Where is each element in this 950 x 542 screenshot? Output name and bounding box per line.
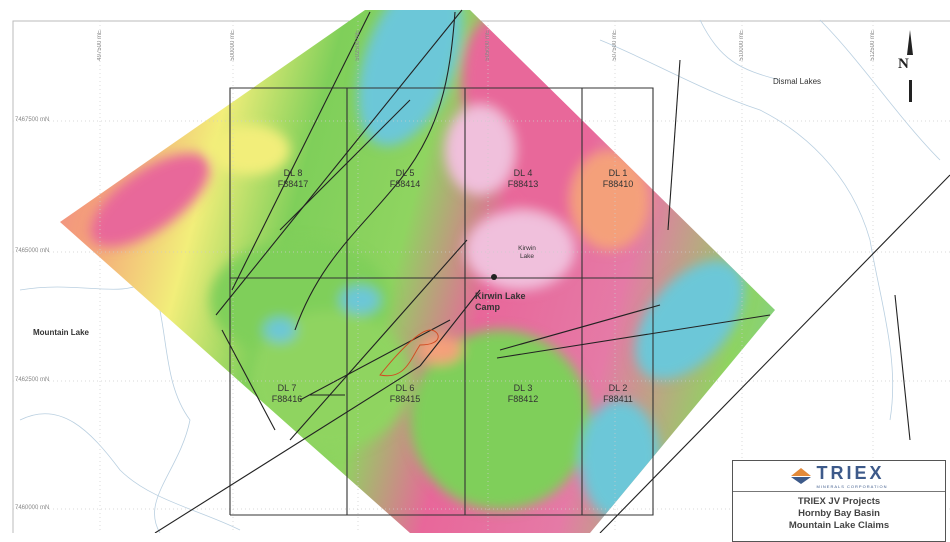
easting-label: 505000 mE	[485, 30, 491, 61]
north-arrow-icon	[907, 30, 913, 102]
camp-icon	[491, 274, 497, 280]
claim-name: DL 2	[608, 383, 628, 393]
claim-dl2[interactable]: DL 2 F88411	[590, 383, 646, 405]
easting-label: 500000 mE	[230, 30, 236, 61]
claim-id: F88414	[389, 179, 421, 189]
northing-label: 7465000 mN	[15, 248, 50, 254]
easting-label: 510000 mE	[739, 30, 745, 61]
triex-logo-icon	[791, 468, 812, 484]
dismal-lakes-label: Dismal Lakes	[773, 77, 822, 86]
fault-lines	[154, 9, 950, 533]
claim-id: F88415	[389, 394, 421, 404]
easting-label: 507500 mE	[612, 30, 618, 61]
claim-name: DL 1	[608, 168, 628, 178]
claim-id: F88416	[271, 394, 303, 404]
claim-dl1[interactable]: DL 1 F88410	[590, 168, 646, 190]
kirwin-lake-label: Kirwin Lake	[518, 245, 536, 260]
claim-dl8[interactable]: DL 8 F88417	[265, 168, 321, 190]
map-frame	[12, 20, 950, 533]
easting-label: 512500 mE	[870, 30, 876, 61]
claim-boundaries	[229, 87, 654, 516]
basin-title: Hornby Bay Basin	[798, 508, 880, 519]
rivers	[19, 19, 941, 533]
claim-name: DL 5	[395, 168, 415, 178]
claim-dl3[interactable]: DL 3 F88412	[495, 383, 551, 405]
northing-label: 7460000 mN	[15, 505, 50, 511]
easting-label: 502500 mE	[355, 30, 361, 61]
coordinate-grid	[13, 21, 950, 533]
claims-title: Mountain Lake Claims	[788, 520, 890, 531]
claim-name: DL 6	[395, 383, 415, 393]
triex-logo: TRIEX MINERALS CORPORATION	[733, 461, 945, 492]
claim-dl5[interactable]: DL 5 F88414	[377, 168, 433, 190]
project-title: TRIEX JV Projects	[797, 496, 881, 507]
northing-label: 7462500 mN	[15, 377, 50, 383]
claim-id: F88413	[507, 179, 539, 189]
claim-name: DL 7	[277, 383, 297, 393]
claim-name: DL 4	[513, 168, 533, 178]
claim-dl4[interactable]: DL 4 F88413	[495, 168, 551, 190]
kirwin-lake-camp-label: Kirwin Lake Camp	[475, 291, 526, 312]
north-label: N	[898, 56, 909, 72]
claim-dl6[interactable]: DL 6 F88415	[377, 383, 433, 405]
claim-id: F88417	[277, 179, 309, 189]
northing-label: 7467500 mN	[15, 117, 50, 123]
claim-dl7[interactable]: DL 7 F88416	[259, 383, 315, 405]
claim-id: F88411	[603, 394, 633, 404]
easting-label: 497500 mE	[97, 30, 103, 61]
claim-id: F88412	[507, 394, 539, 404]
claim-name: DL 3	[513, 383, 533, 393]
title-block: TRIEX MINERALS CORPORATION TRIEX JV Proj…	[732, 460, 946, 542]
logo-text: TRIEX	[816, 462, 885, 483]
mountain-lake-label: Mountain Lake	[33, 328, 90, 337]
claim-name: DL 8	[283, 168, 303, 178]
mineral-showing-outline	[379, 329, 439, 377]
claim-id: F88410	[602, 179, 634, 189]
logo-subtext: MINERALS CORPORATION	[816, 483, 888, 489]
